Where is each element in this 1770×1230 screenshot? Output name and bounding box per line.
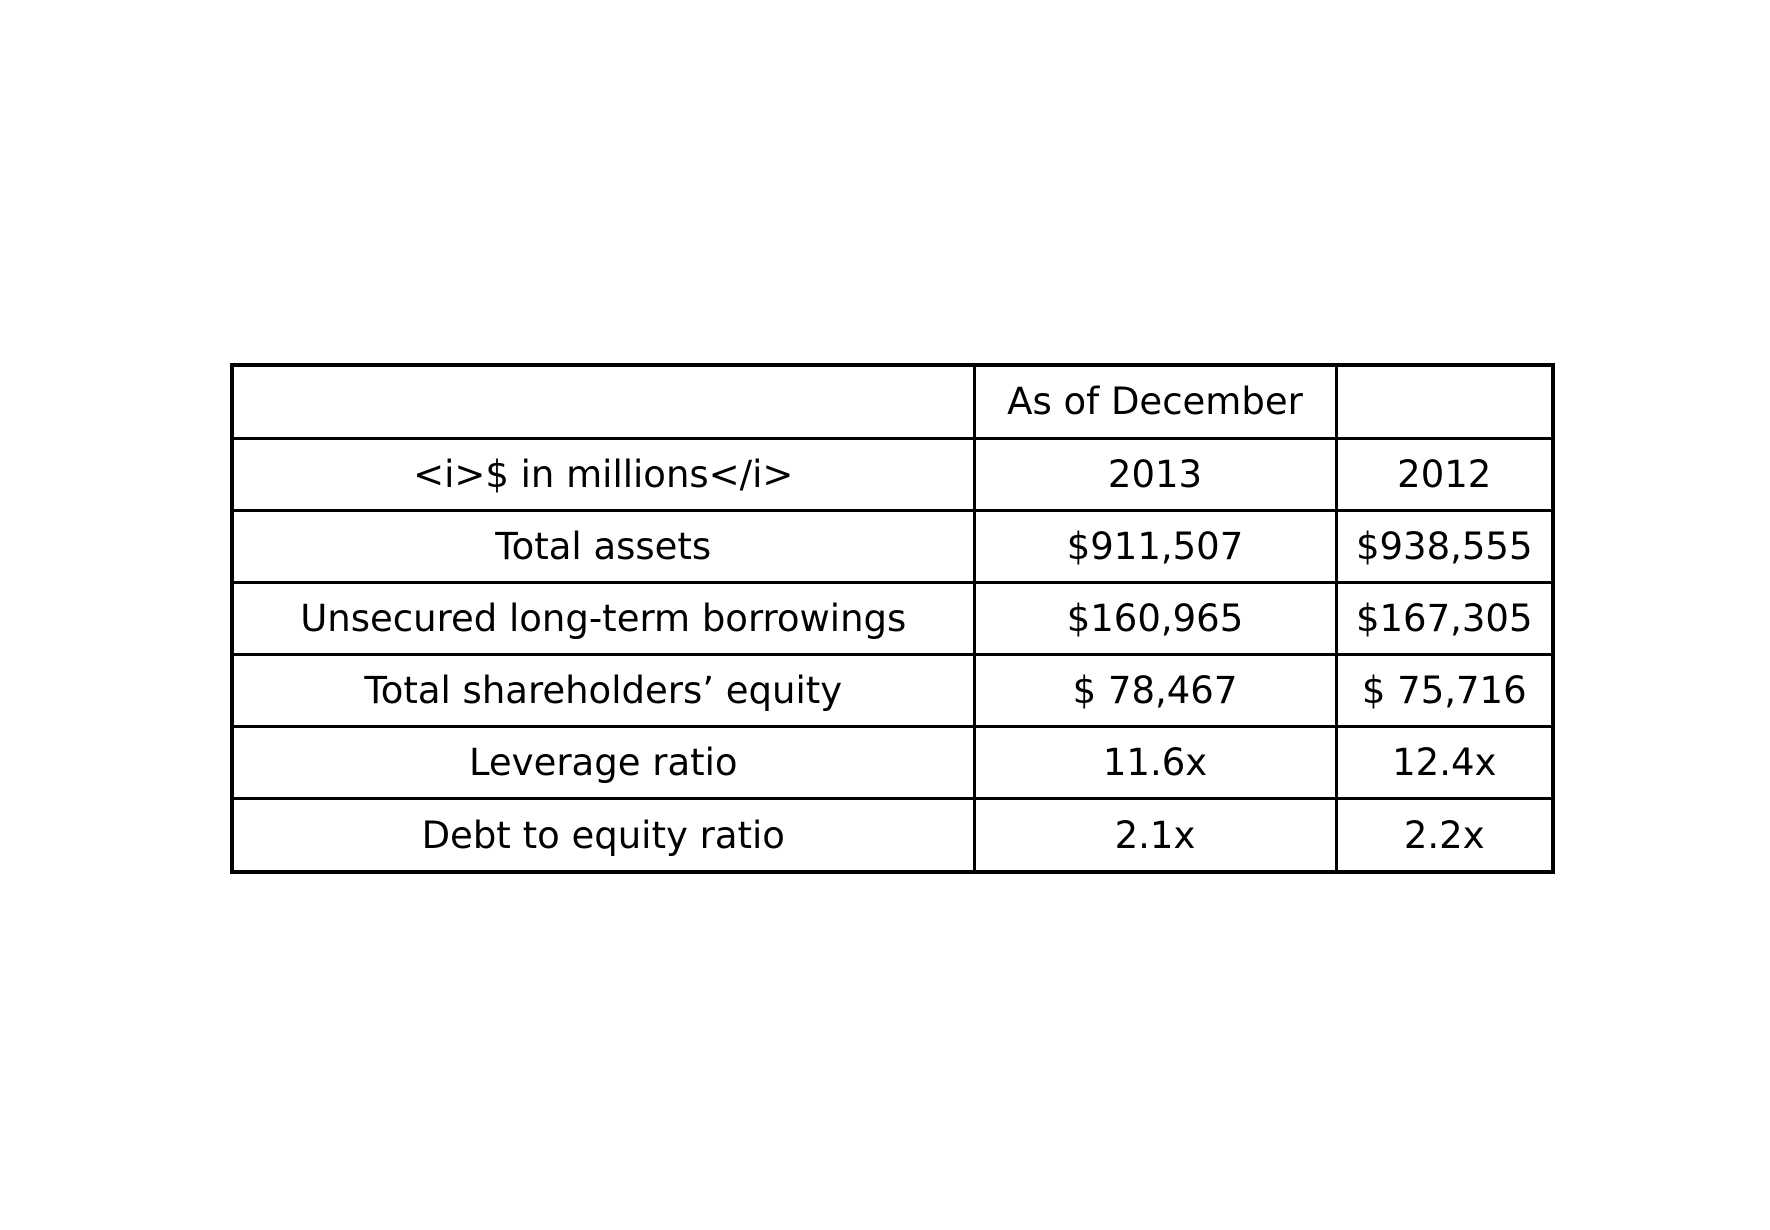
column-header-units: <i>$ in millions</i> [230,436,976,512]
table-row: Total shareholders’ equity $ 78,467 $ 75… [230,653,1555,729]
row-label: Total shareholders’ equity [230,653,976,729]
cell-value: $911,507 [972,508,1338,584]
cell-value: 2.1x [972,797,1338,874]
row-label: Unsecured long-term borrowings [230,580,976,657]
financial-table: As of December <i>$ in millions</i> 2013… [230,363,1555,874]
row-label: Debt to equity ratio [230,797,976,874]
empty-header-cell [230,363,976,440]
table-row: Total assets $911,507 $938,555 [230,508,1555,584]
cell-value: $ 75,716 [1334,653,1555,729]
cell-value: $ 78,467 [972,653,1338,729]
cell-value: 11.6x [972,725,1338,801]
cell-value: $938,555 [1334,508,1555,584]
row-label: Leverage ratio [230,725,976,801]
empty-header-cell [1334,363,1555,440]
table-body: As of December <i>$ in millions</i> 2013… [230,363,1555,874]
row-label: Total assets [230,508,976,584]
cell-value: 12.4x [1334,725,1555,801]
column-header-2013: 2013 [972,436,1338,512]
table-row: Leverage ratio 11.6x 12.4x [230,725,1555,801]
column-header-2012: 2012 [1334,436,1555,512]
table-row: Debt to equity ratio 2.1x 2.2x [230,797,1555,874]
column-header-row: <i>$ in millions</i> 2013 2012 [230,436,1555,512]
cell-value: $167,305 [1334,580,1555,657]
header-group-label: As of December [972,363,1338,440]
header-group-row: As of December [230,363,1555,440]
table-row: Unsecured long-term borrowings $160,965 … [230,580,1555,657]
cell-value: $160,965 [972,580,1338,657]
cell-value: 2.2x [1334,797,1555,874]
